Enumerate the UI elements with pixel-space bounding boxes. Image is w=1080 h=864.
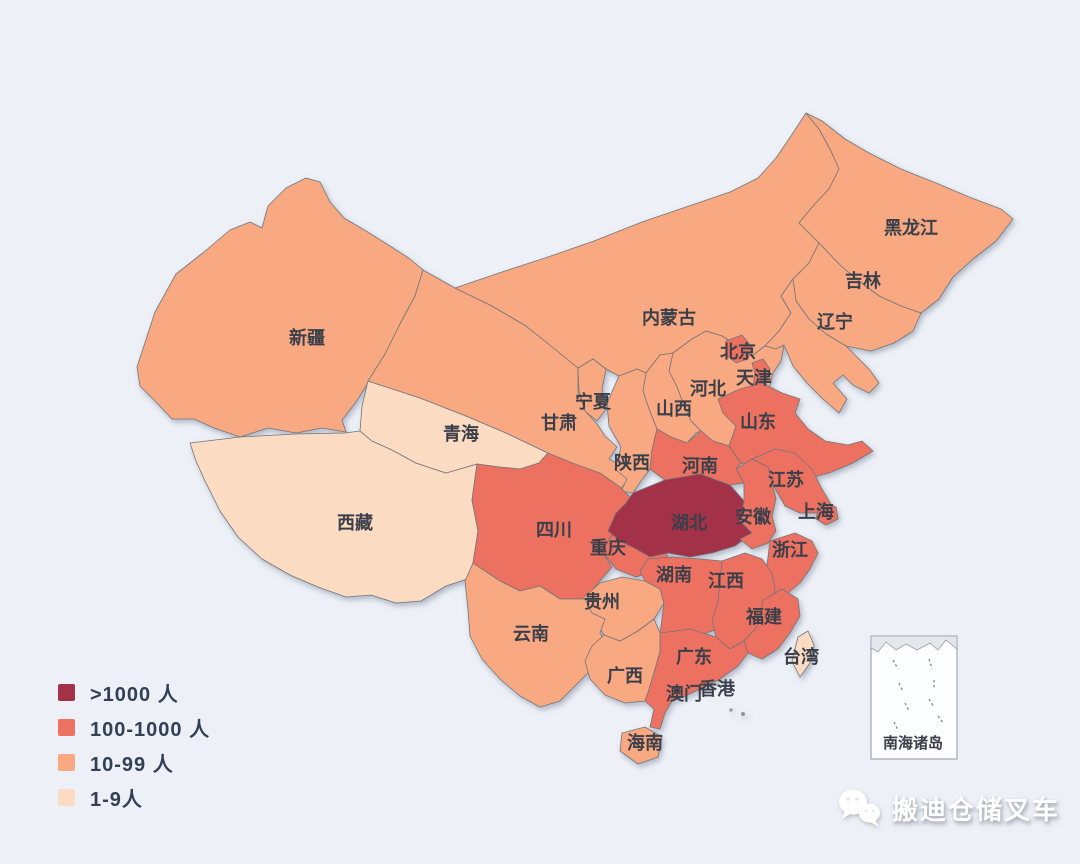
province-label-liaoning: 辽宁 xyxy=(817,311,853,332)
province-label-hainan: 海南 xyxy=(627,732,663,753)
south-china-sea-inset: 南海诸岛 xyxy=(870,635,958,760)
province-fujian[interactable] xyxy=(743,588,801,660)
province-label-qinghai: 青海 xyxy=(443,423,479,444)
inset-islands xyxy=(892,658,945,731)
province-label-guizhou: 贵州 xyxy=(584,592,620,612)
province-macau[interactable] xyxy=(729,708,733,712)
province-hainan[interactable] xyxy=(619,726,663,765)
province-label-shaanxi: 陕西 xyxy=(614,452,650,473)
province-label-zhejiang: 浙江 xyxy=(772,539,808,560)
province-label-shanghai: 上海 xyxy=(798,501,834,522)
province-label-chongqing: 重庆 xyxy=(590,537,626,558)
province-label-henan: 河南 xyxy=(682,455,718,476)
province-label-shandong: 山东 xyxy=(740,411,776,432)
legend: >1000 人 100-1000 人 10-99 人 1-9人 xyxy=(58,681,210,811)
legend-swatch-2 xyxy=(58,753,75,771)
legend-label-2: 10-99 人 xyxy=(90,753,174,776)
province-label-hebei: 河北 xyxy=(690,379,726,399)
legend-item-1[interactable]: 1-9人 xyxy=(58,786,210,811)
province-label-neimenggu: 内蒙古 xyxy=(642,307,696,328)
province-guangxi[interactable] xyxy=(584,618,661,704)
province-label-jilin: 吉林 xyxy=(845,270,881,291)
inset-label: 南海诸岛 xyxy=(883,734,943,752)
province-label-tianjin: 天津 xyxy=(736,367,772,388)
province-label-xinjiang: 新疆 xyxy=(289,327,325,348)
watermark: 搬迪仓储叉车 xyxy=(836,786,1060,830)
inset-coastline xyxy=(870,635,958,653)
province-label-guangxi: 广西 xyxy=(607,665,643,686)
province-label-shanxi: 山西 xyxy=(656,399,692,419)
province-label-hunan: 湖南 xyxy=(656,564,692,585)
province-label-heilongjiang: 黑龙江 xyxy=(884,217,938,238)
province-label-yunnan: 云南 xyxy=(513,623,549,644)
province-hongkong[interactable] xyxy=(741,712,745,716)
province-label-fujian: 福建 xyxy=(745,606,782,627)
watermark-text: 搬迪仓储叉车 xyxy=(892,794,1061,825)
province-label-beijing: 北京 xyxy=(720,341,756,362)
province-label-gansu: 甘肃 xyxy=(541,412,577,433)
province-hubei[interactable] xyxy=(607,473,753,558)
legend-swatch-4 xyxy=(58,683,75,701)
province-ningxia[interactable] xyxy=(577,358,607,422)
legend-label-3: 100-1000 人 xyxy=(90,718,211,741)
legend-item-2[interactable]: 10-99 人 xyxy=(58,751,210,776)
province-label-sichuan: 四川 xyxy=(536,520,572,540)
province-taiwan[interactable] xyxy=(791,630,815,678)
province-label-macau: 澳门 xyxy=(666,683,702,704)
legend-item-4[interactable]: >1000 人 xyxy=(58,681,210,706)
legend-swatch-1 xyxy=(58,788,75,806)
province-label-anhui: 安徽 xyxy=(735,506,772,527)
province-beijing[interactable] xyxy=(725,334,753,364)
legend-label-4: >1000 人 xyxy=(90,683,179,706)
province-heilongjiang[interactable] xyxy=(798,112,1014,314)
legend-item-3[interactable]: 100-1000 人 xyxy=(58,716,210,741)
wechat-icon xyxy=(839,789,880,827)
province-label-guangdong: 广东 xyxy=(676,646,712,667)
province-label-jiangsu: 江苏 xyxy=(768,469,804,490)
province-label-xizang: 西藏 xyxy=(337,513,373,533)
legend-label-1: 1-9人 xyxy=(90,788,143,811)
province-label-hubei: 湖北 xyxy=(671,513,707,533)
province-shaanxi[interactable] xyxy=(606,368,658,494)
province-label-jiangxi: 江西 xyxy=(708,571,744,591)
province-label-hongkong: 香港 xyxy=(698,679,736,699)
province-shanghai[interactable] xyxy=(815,502,839,526)
province-shandong[interactable] xyxy=(717,382,874,480)
country-region-group xyxy=(136,112,1014,765)
legend-swatch-3 xyxy=(58,718,75,736)
province-label-ningxia: 宁夏 xyxy=(575,391,612,412)
province-label-taiwan: 台湾 xyxy=(783,646,819,667)
